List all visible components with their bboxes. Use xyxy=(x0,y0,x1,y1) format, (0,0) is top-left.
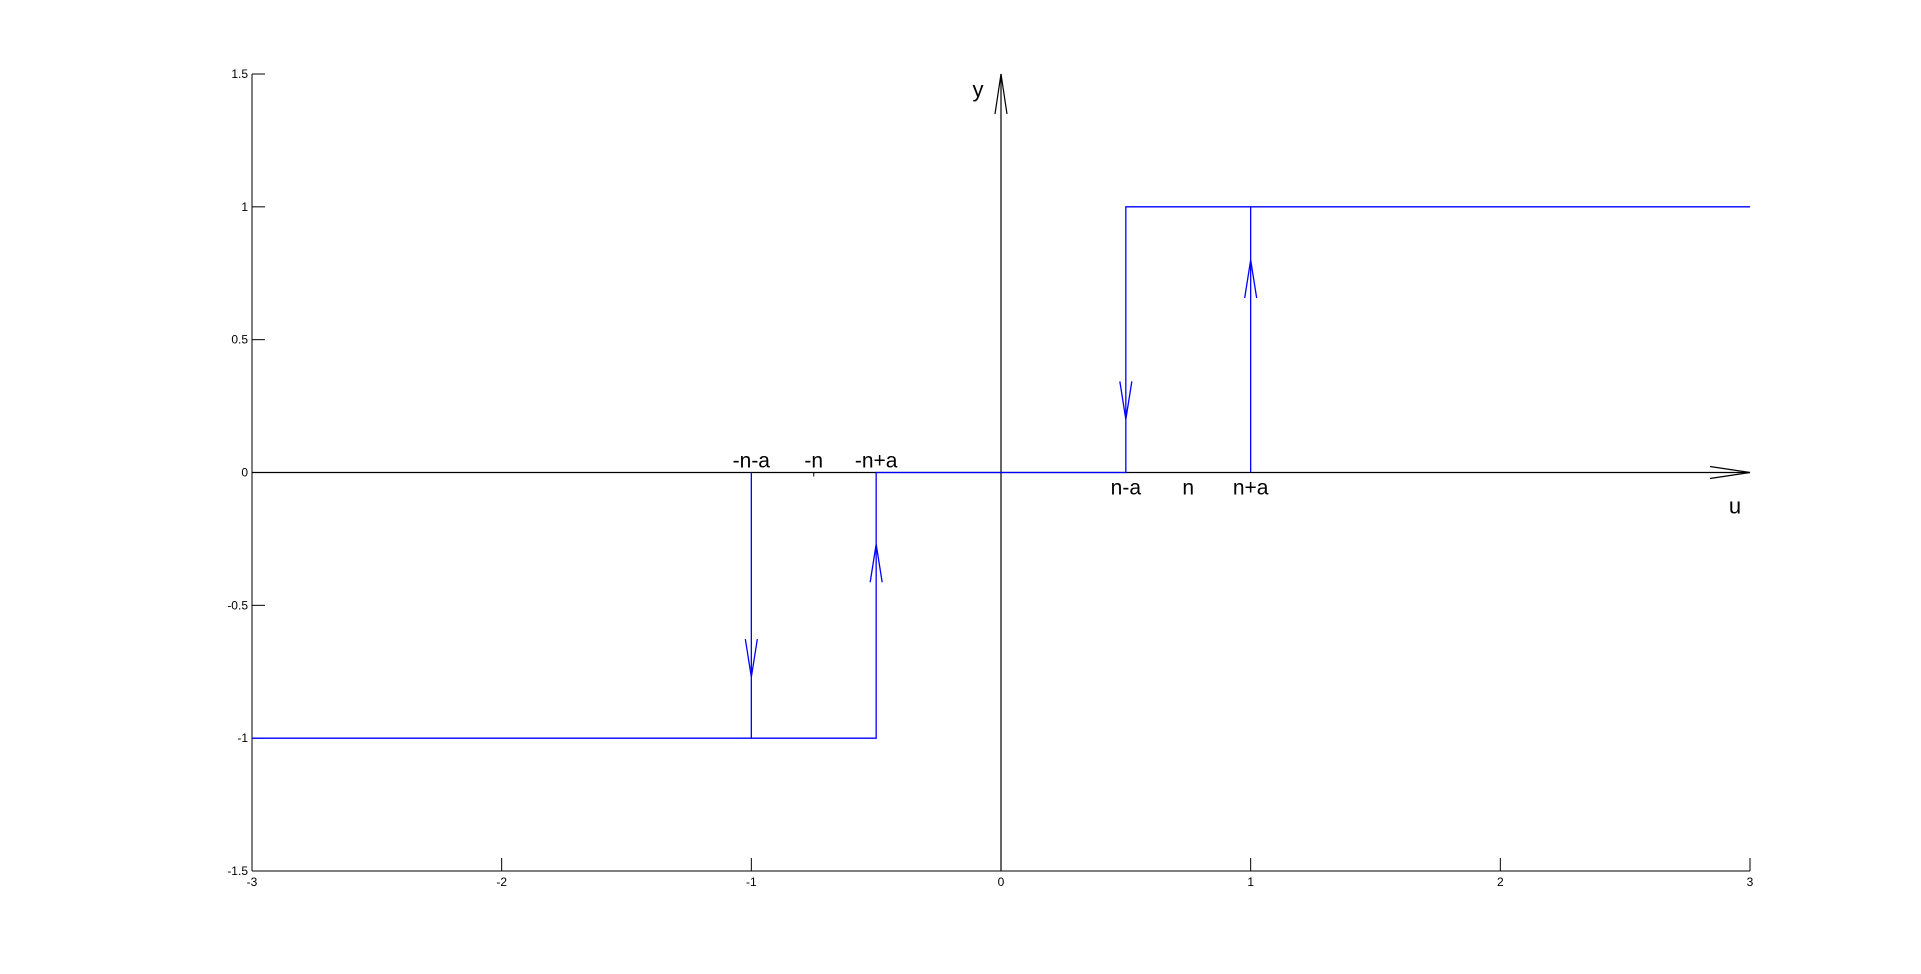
x-tick-label: -2 xyxy=(496,875,507,889)
annotation-label: n xyxy=(1182,477,1194,500)
annotation-label: -n xyxy=(804,450,823,473)
annotation-label: -n+a xyxy=(855,450,898,473)
x-axis-ticks: -3 -2 -1 0 1 2 3 xyxy=(247,858,1754,889)
direction-arrow-up xyxy=(869,544,883,583)
y-tick-label: 0 xyxy=(241,466,248,480)
y-axis-label: y xyxy=(973,77,984,102)
x-tick-label: 2 xyxy=(1497,875,1504,889)
x-axis-label: u xyxy=(1729,494,1741,519)
x-tick-label: -3 xyxy=(247,875,258,889)
x-tick-label: 0 xyxy=(998,875,1005,889)
annotation-label: n+a xyxy=(1233,477,1269,500)
direction-arrow-down xyxy=(1119,381,1133,420)
x-tick-label: 3 xyxy=(1747,875,1754,889)
x-tick-label: -1 xyxy=(746,875,757,889)
x-tick-label: 1 xyxy=(1247,875,1254,889)
series-layer xyxy=(252,206,1750,739)
annotation-label: -n-a xyxy=(733,450,771,473)
annotations: -n-a -n -n+a n-a n n+a xyxy=(733,450,1269,500)
y-tick-label: 1.5 xyxy=(231,67,248,81)
y-tick-label: -0.5 xyxy=(227,598,248,612)
direction-arrow-down xyxy=(744,638,758,678)
direction-arrow-up xyxy=(1244,259,1258,299)
y-tick-label: 0.5 xyxy=(231,333,248,347)
y-axis-arrowhead xyxy=(994,73,1008,115)
y-tick-label: -1.5 xyxy=(227,864,248,878)
u-axis-arrowhead xyxy=(1709,465,1751,480)
y-tick-label: -1 xyxy=(237,731,248,745)
series-line-1 xyxy=(252,206,1750,739)
annotation-label: n-a xyxy=(1111,477,1142,500)
y-tick-label: 1 xyxy=(241,200,248,214)
direction-arrows xyxy=(744,259,1258,678)
